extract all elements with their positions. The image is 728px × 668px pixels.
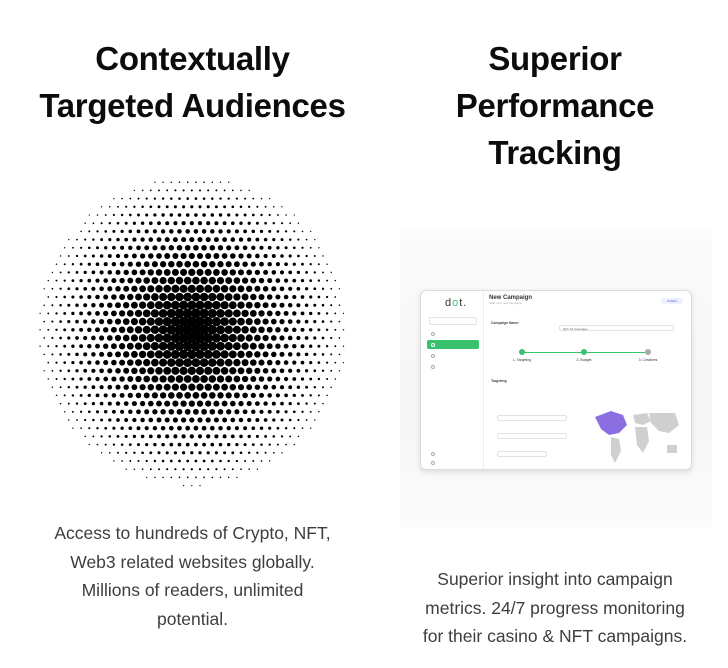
halftone-graphic: [39, 181, 345, 487]
feature-title: Superior Performance Tracking: [385, 35, 725, 176]
mockup-nav-item: [427, 351, 479, 360]
halftone-sphere-image: [35, 172, 350, 490]
mockup-step-label: 2. Budget: [576, 358, 592, 362]
desc-line: potential.: [156, 608, 229, 629]
title-line: Superior: [488, 40, 622, 77]
title-line: Performance: [455, 87, 655, 124]
mockup-step-dot: [519, 349, 525, 355]
mockup-step-dot: [581, 349, 587, 355]
mockup-page-sub: Start your new campaign: [489, 301, 523, 305]
mockup-section-title: Targeting: [491, 379, 507, 383]
mockup-step-label: 1. Targeting: [512, 358, 532, 362]
mockup-step-label: 3. Creatives: [638, 358, 658, 362]
desc-line: Web3 related websites globally.: [70, 551, 315, 572]
mockup-label: Campaign Name: [491, 321, 519, 325]
mockup-sidebar: dot.: [421, 291, 484, 469]
mockup-nav-item: [427, 362, 479, 371]
mockup-select: [497, 433, 567, 439]
feature-description: Access to hundreds of Crypto, NFT, Web3 …: [30, 519, 355, 633]
mockup-select: [497, 415, 567, 421]
feature-title: Contextually Targeted Audiences: [20, 35, 365, 129]
mockup-nav-item-active: [427, 340, 479, 349]
mockup-step-line: [587, 351, 645, 353]
feature-description: Superior insight into campaign metrics. …: [395, 565, 715, 651]
desc-line: for their casino & NFT campaigns.: [422, 626, 688, 646]
mockup-nav-item: [427, 449, 479, 458]
title-line: Targeted Audiences: [39, 87, 346, 124]
mockup-page-title: New Campaign: [489, 295, 533, 301]
desc-line: Access to hundreds of Crypto, NFT,: [54, 523, 331, 543]
title-line: Contextually: [95, 40, 290, 77]
mockup-select: [497, 451, 547, 457]
mockup-search: [429, 317, 477, 325]
mockup-nav-item: [427, 458, 479, 467]
dashboard-mockup-image: dot. New Campaign Start your new campaig…: [420, 290, 692, 470]
desc-line: Superior insight into campaign: [437, 569, 673, 589]
title-line: Tracking: [488, 134, 622, 171]
desc-line: Millions of readers, unlimited: [81, 580, 304, 600]
desc-line: metrics. 24/7 progress monitoring: [425, 597, 685, 618]
mockup-step-line: [525, 351, 581, 353]
mockup-input: NFT Ad Campaign: [559, 325, 674, 331]
mockup-logo: dot.: [445, 297, 468, 309]
mockup-step-dot: [645, 349, 651, 355]
mockup-publish-button: Publish: [661, 298, 683, 304]
mockup-main: New Campaign Start your new campaign Pub…: [489, 295, 685, 469]
world-map-graphic: [595, 411, 679, 463]
mockup-nav-item: [427, 329, 479, 338]
